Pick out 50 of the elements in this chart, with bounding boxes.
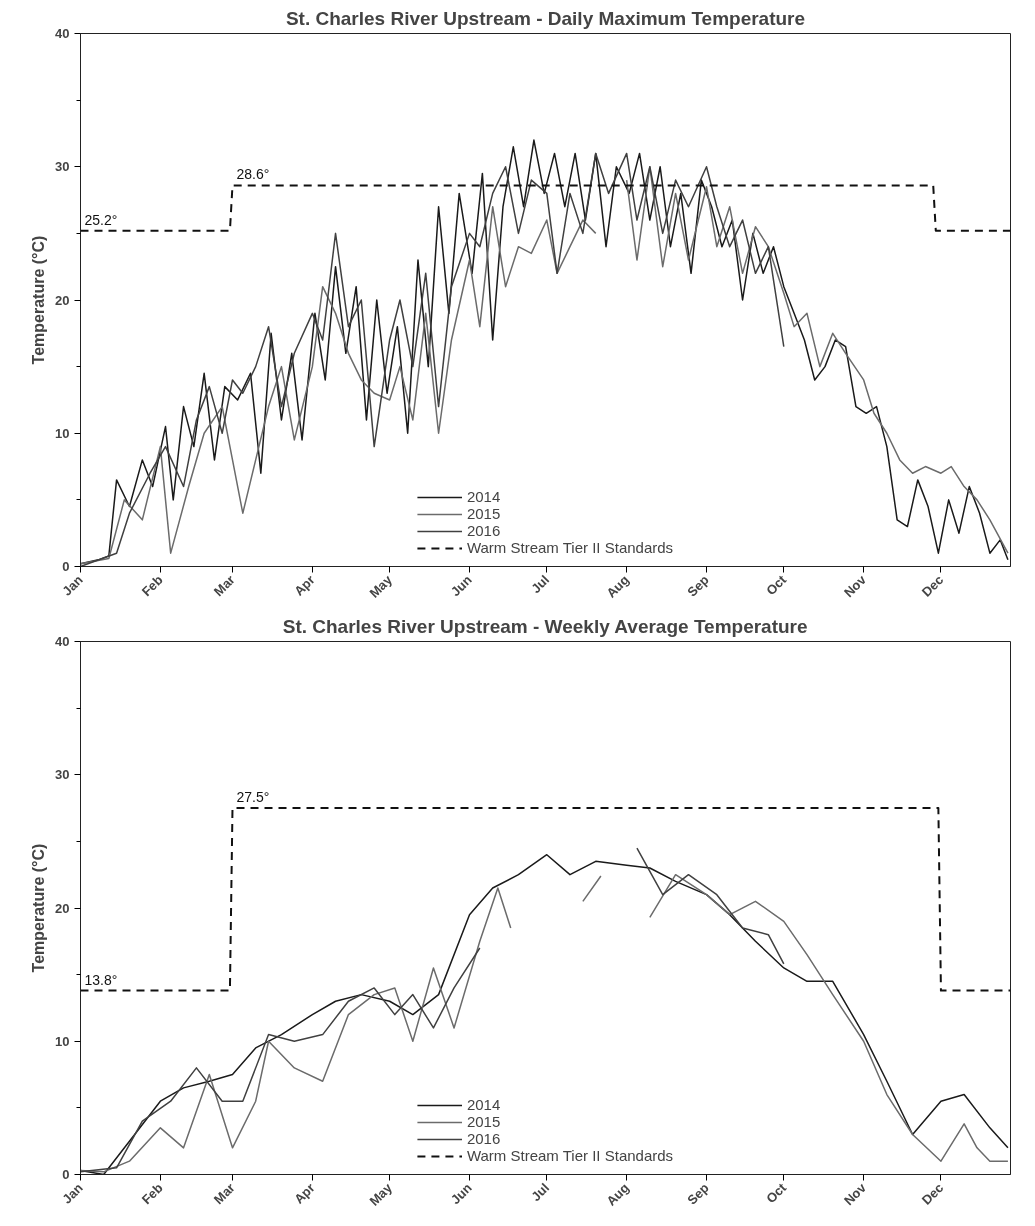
legend-label: 2016 [466,1130,501,1147]
x-tick-label: Jul [528,572,553,597]
x-tick-label: Mar [210,572,238,600]
y-tick-label: 30 [55,159,70,175]
x-tick-label: Jul [528,1180,553,1205]
x-tick-label: Feb [138,1180,166,1208]
y-tick-label: 40 [55,26,70,41]
x-tick-label: Jun [447,1180,475,1208]
legend-label: Warm Stream Tier II Standards [466,539,674,556]
y-tick-label: 30 [55,767,70,783]
annotation: 28.6° [236,166,270,183]
x-tick-label: Nov [840,571,870,601]
legend-label: 2016 [466,522,501,539]
x-tick-label: Mar [210,1180,238,1208]
legend-label: Warm Stream Tier II Standards [466,1147,674,1164]
x-tick-label: Jan [59,1180,86,1207]
x-tick-label: Aug [603,1180,632,1209]
y-tick-label: 20 [55,900,70,916]
x-tick-label: Feb [138,572,166,600]
x-tick-label: Apr [291,572,318,599]
x-tick-label: Aug [603,572,632,601]
y-axis-title: Temperature (°C) [30,843,48,973]
x-tick-label: Jun [447,572,475,600]
x-tick-label: Jan [59,572,86,599]
annotation: 13.8° [84,971,118,988]
y-axis-title: Temperature (°C) [30,235,48,365]
x-tick-label: May [366,571,396,601]
legend-label: 2015 [466,505,501,522]
annotation: 27.5° [236,789,270,806]
chart-title: St. Charles River Upstream - Weekly Average Temperature [282,615,808,637]
chart-title: St. Charles River Upstream - Daily Maximum Temperature [285,7,806,29]
x-tick-label: Nov [840,1179,870,1209]
x-tick-label: May [366,1179,396,1209]
x-tick-label: Oct [763,571,790,599]
y-tick-label: 0 [62,559,70,574]
x-tick-label: Sep [684,1180,712,1208]
y-tick-label: 40 [55,634,70,649]
x-tick-label: Apr [291,1180,318,1207]
legend-label: 2015 [466,1113,501,1130]
legend-label: 2014 [466,1096,501,1113]
x-tick-label: Dec [918,1180,947,1208]
y-tick-label: 10 [55,425,70,441]
y-tick-label: 20 [55,292,70,308]
x-tick-label: Dec [918,572,947,600]
x-tick-label: Sep [684,572,712,600]
annotation: 25.2° [84,211,118,228]
legend-label: 2014 [466,488,501,505]
y-tick-label: 10 [55,1033,70,1049]
y-tick-label: 0 [62,1167,70,1182]
x-tick-label: Oct [763,1179,790,1207]
